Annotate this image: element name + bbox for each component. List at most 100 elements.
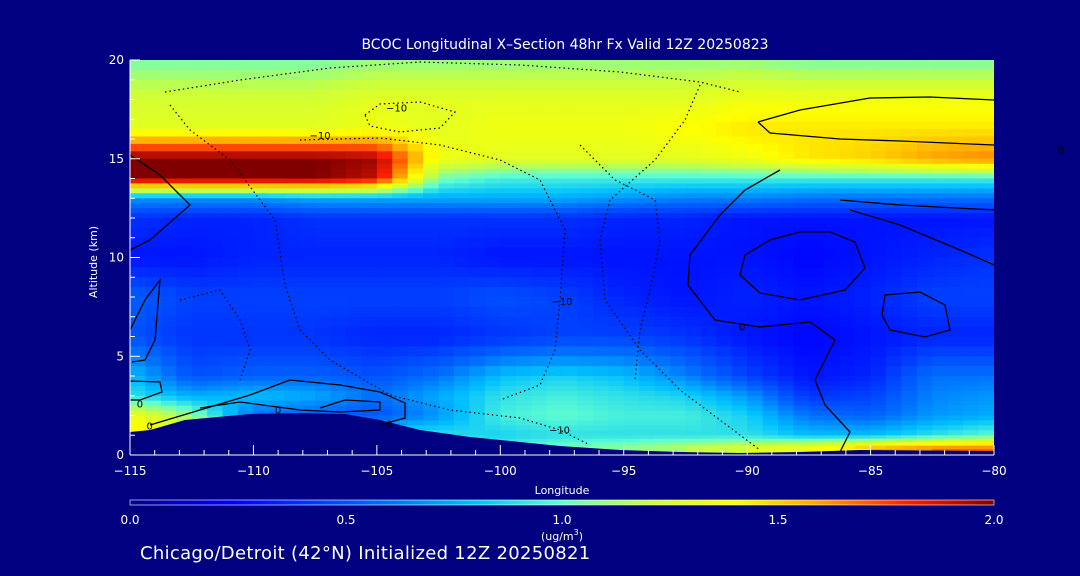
heatmap-cell — [623, 415, 640, 422]
heatmap-cell — [222, 410, 239, 417]
heatmap-cell — [160, 346, 177, 357]
heatmap-cell — [778, 400, 795, 407]
heatmap-cell — [747, 287, 764, 298]
heatmap-cell — [469, 380, 486, 387]
heatmap-cell — [623, 438, 640, 443]
heatmap-cell — [886, 106, 903, 115]
heatmap-cell — [423, 237, 440, 249]
heatmap-cell — [700, 121, 717, 130]
heatmap-cell — [716, 213, 733, 219]
heatmap-cell — [762, 121, 779, 130]
heatmap-cell — [438, 163, 455, 170]
heatmap-cell — [268, 106, 285, 115]
colorbar-tick-label: 1.5 — [768, 513, 787, 527]
heatmap-cell — [253, 121, 270, 130]
heatmap-cell — [947, 213, 964, 219]
heatmap-cell — [932, 99, 949, 108]
heatmap-cell — [670, 410, 687, 417]
heatmap-cell — [700, 287, 717, 298]
heatmap-cell — [824, 203, 841, 209]
heatmap-cell — [484, 227, 501, 239]
heatmap-cell — [700, 366, 717, 377]
heatmap-cell — [330, 336, 347, 348]
heatmap-cell — [454, 99, 471, 108]
heatmap-cell — [130, 183, 147, 189]
heatmap-cell — [145, 277, 162, 288]
heatmap-cell — [592, 400, 609, 407]
heatmap-cell — [531, 60, 548, 71]
heatmap-cell — [870, 143, 887, 152]
heatmap-cell — [361, 257, 378, 269]
heatmap-cell — [793, 158, 810, 165]
heatmap-cell — [808, 114, 825, 123]
heatmap-cell — [515, 163, 532, 170]
heatmap-cell — [824, 178, 841, 185]
heatmap-cell — [793, 178, 810, 185]
heatmap-cell — [407, 178, 424, 185]
heatmap-cell — [886, 143, 903, 152]
heatmap-cell — [716, 89, 733, 101]
heatmap-cell — [577, 136, 594, 145]
heatmap-cell — [577, 405, 594, 412]
heatmap-cell — [315, 306, 332, 318]
heatmap-cell — [130, 188, 147, 194]
heatmap-cell — [747, 143, 764, 152]
heatmap-cell — [963, 380, 980, 387]
heatmap-cell — [438, 69, 455, 81]
heatmap-cell — [654, 188, 671, 194]
heatmap-cell — [716, 247, 733, 259]
heatmap-cell — [469, 430, 486, 436]
heatmap-cell — [469, 208, 486, 214]
heatmap-cell — [747, 405, 764, 412]
heatmap-cell — [808, 267, 825, 278]
heatmap-cell — [608, 400, 625, 407]
heatmap-cell — [284, 237, 301, 249]
heatmap-cell — [839, 203, 856, 209]
heatmap-cell — [731, 121, 748, 130]
heatmap-cell — [346, 114, 363, 123]
heatmap-cell — [793, 410, 810, 417]
heatmap-cell — [191, 346, 208, 357]
heatmap-cell — [145, 380, 162, 387]
heatmap-cell — [670, 203, 687, 209]
heatmap-cell — [963, 336, 980, 348]
heatmap-cell — [191, 415, 208, 422]
heatmap-cell — [423, 208, 440, 214]
heatmap-cell — [191, 173, 208, 180]
heatmap-cell — [130, 420, 147, 426]
heatmap-cell — [315, 400, 332, 407]
heatmap-cell — [207, 143, 224, 152]
heatmap-cell — [515, 79, 532, 91]
heatmap-cell — [268, 178, 285, 185]
heatmap-cell — [793, 213, 810, 219]
heatmap-cell — [238, 183, 255, 189]
heatmap-cell — [870, 415, 887, 422]
heatmap-cell — [762, 208, 779, 214]
heatmap-cell — [546, 213, 563, 219]
heatmap-cell — [762, 183, 779, 189]
heatmap-cell — [670, 445, 687, 450]
heatmap-cell — [685, 173, 702, 180]
heatmap-cell — [839, 410, 856, 417]
heatmap-cell — [361, 198, 378, 204]
heatmap-cell — [469, 79, 486, 91]
heatmap-cell — [376, 400, 393, 407]
heatmap-cell — [685, 69, 702, 81]
heatmap-cell — [855, 158, 872, 165]
heatmap-cell — [685, 420, 702, 426]
heatmap-cell — [747, 356, 764, 367]
heatmap-cell — [608, 425, 625, 431]
heatmap-cell — [762, 415, 779, 422]
heatmap-cell — [346, 336, 363, 348]
x-tick-label: −80 — [981, 464, 1006, 478]
heatmap-cell — [299, 69, 316, 81]
heatmap-cell — [546, 151, 563, 160]
heatmap-cell — [716, 69, 733, 81]
heatmap-cell — [716, 151, 733, 160]
heatmap-cell — [947, 390, 964, 397]
heatmap-cell — [562, 208, 579, 214]
heatmap-cell — [685, 151, 702, 160]
heatmap-cell — [207, 213, 224, 219]
heatmap-cell — [315, 376, 332, 382]
heatmap-cell — [623, 69, 640, 81]
